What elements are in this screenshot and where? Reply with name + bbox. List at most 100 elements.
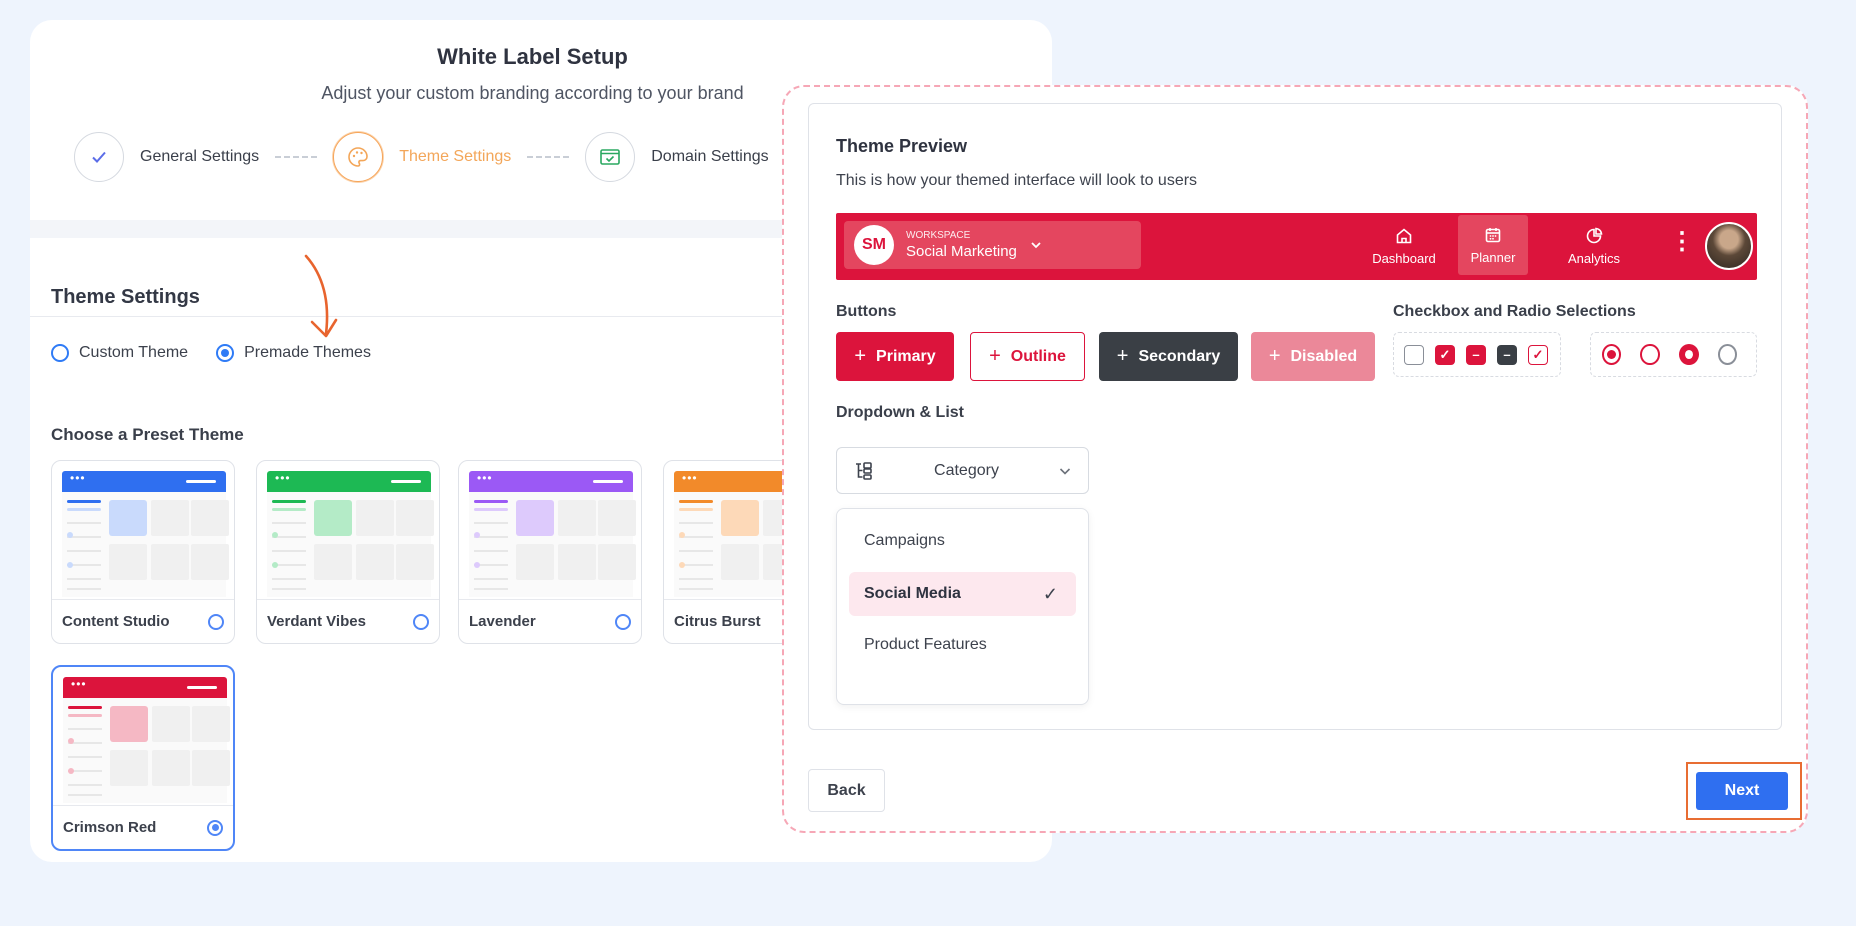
checkbox-indeterminate[interactable]: – <box>1466 344 1486 365</box>
back-button[interactable]: Back <box>808 769 885 812</box>
more-vertical-icon[interactable]: ⋮ <box>1670 228 1694 255</box>
page-title: White Label Setup <box>437 44 628 69</box>
dropdown-value: Category <box>934 461 999 479</box>
thumb-line <box>67 500 101 503</box>
buttons-label: Buttons <box>836 303 897 320</box>
thumb-dot <box>272 532 278 538</box>
preset-name: Lavender <box>469 613 536 630</box>
thumb-line <box>272 588 306 590</box>
chevron-down-icon <box>1059 467 1071 475</box>
preset-card-lavender[interactable]: Lavender <box>458 460 642 644</box>
custom-theme-radio[interactable]: Custom Theme <box>51 344 188 362</box>
thumb-header <box>267 471 431 492</box>
checkbox-group: ✓ – – ✓ <box>1393 332 1561 377</box>
step-connector <box>527 156 570 158</box>
checkbox-indeterminate-dark[interactable]: – <box>1497 344 1517 365</box>
radio-selected-thick[interactable] <box>1678 344 1699 365</box>
preset-card-crimson-red[interactable]: Crimson Red <box>51 665 235 851</box>
thumb-tile <box>110 750 148 786</box>
thumb-tile <box>109 500 147 536</box>
thumb-header <box>469 471 633 492</box>
thumb-dots <box>275 471 297 485</box>
next-button[interactable]: Next <box>1696 772 1788 810</box>
thumb-line <box>679 508 713 511</box>
radio-selected[interactable] <box>1602 344 1622 365</box>
thumb-tile <box>109 544 147 580</box>
checkbox-checked-outline[interactable]: ✓ <box>1528 344 1548 365</box>
thumb-line <box>474 588 508 590</box>
preset-radio[interactable] <box>413 613 429 630</box>
button-label: Primary <box>876 347 936 365</box>
primary-button[interactable]: + Primary <box>836 332 954 381</box>
nav-dashboard[interactable]: Dashboard <box>1364 213 1444 280</box>
thumb-line <box>67 588 101 590</box>
checkbox-checked[interactable]: ✓ <box>1435 344 1455 365</box>
workspace-avatar: SM <box>854 225 894 265</box>
thumb-line <box>67 522 101 524</box>
thumb-line <box>272 522 306 524</box>
thumb-dot <box>474 562 480 568</box>
section-title: Theme Settings <box>51 286 200 308</box>
secondary-button[interactable]: + Secondary <box>1099 332 1238 381</box>
radio-label: Premade Themes <box>244 344 371 361</box>
radio-circle[interactable] <box>51 344 69 362</box>
thumb-tile <box>356 544 394 580</box>
premade-themes-radio[interactable]: Premade Themes <box>216 344 371 362</box>
check-icon <box>74 132 124 182</box>
step-domain-settings[interactable]: Domain Settings <box>585 132 769 182</box>
pie-chart-icon <box>1586 227 1603 244</box>
step-general-settings[interactable]: General Settings <box>74 132 259 182</box>
thumb-line <box>474 500 508 503</box>
hierarchy-icon <box>856 461 872 480</box>
workspace-switcher[interactable]: SM WORKSPACE Social Marketing <box>844 221 1141 269</box>
step-theme-settings[interactable]: Theme Settings <box>333 132 511 182</box>
preset-radio[interactable] <box>615 613 631 630</box>
preview-title: Theme Preview <box>836 136 968 156</box>
thumb-body <box>267 492 434 597</box>
thumb-tile <box>396 544 434 580</box>
thumb-line <box>68 784 102 786</box>
thumb-line <box>474 508 508 511</box>
chevron-down-icon <box>1031 242 1041 249</box>
thumb-header <box>62 471 226 492</box>
thumb-line <box>474 522 508 524</box>
preset-name: Verdant Vibes <box>267 613 366 630</box>
thumb-tile <box>191 544 229 580</box>
preset-footer: Content Studio <box>52 599 234 643</box>
nav-analytics[interactable]: Analytics <box>1554 213 1634 280</box>
radio-unselected-grey[interactable] <box>1717 344 1737 365</box>
button-label: Disabled <box>1290 347 1358 365</box>
list-item-label: Social Media <box>864 585 961 602</box>
thumb-line <box>474 578 508 580</box>
dropdown-list: Campaigns Social Media ✓ Product Features <box>836 508 1089 705</box>
thumb-line <box>272 500 306 503</box>
preset-footer: Lavender <box>459 599 641 643</box>
radio-unselected[interactable] <box>1640 344 1660 365</box>
thumb-line <box>272 508 306 511</box>
user-avatar[interactable] <box>1705 222 1753 270</box>
checkbox-empty[interactable] <box>1404 344 1424 365</box>
thumb-tile <box>192 750 230 786</box>
workspace-text: WORKSPACE Social Marketing <box>906 230 1017 260</box>
radio-circle[interactable] <box>216 344 235 362</box>
outline-button[interactable]: + Outline <box>970 332 1085 381</box>
radio-label: Custom Theme <box>79 344 189 361</box>
thumb-line <box>68 706 102 709</box>
palette-icon <box>333 132 384 182</box>
thumb-dot <box>474 532 480 538</box>
thumb-tile <box>516 544 554 580</box>
preset-radio[interactable] <box>208 613 224 630</box>
step-label: Domain Settings <box>651 148 769 165</box>
category-dropdown[interactable]: Category <box>836 447 1089 494</box>
list-item-label: Product Features <box>864 636 987 653</box>
nav-planner[interactable]: Planner <box>1458 215 1528 275</box>
preset-radio[interactable] <box>207 819 223 836</box>
thumb-tile <box>598 544 636 580</box>
list-item[interactable]: Social Media ✓ <box>849 572 1076 616</box>
thumb-tile <box>598 500 636 536</box>
preset-card-verdant-vibes[interactable]: Verdant Vibes <box>256 460 440 644</box>
preset-card-content-studio[interactable]: Content Studio <box>51 460 235 644</box>
plus-icon: + <box>854 345 867 367</box>
list-item[interactable]: Campaigns <box>849 519 1076 563</box>
list-item[interactable]: Product Features <box>849 623 1076 667</box>
